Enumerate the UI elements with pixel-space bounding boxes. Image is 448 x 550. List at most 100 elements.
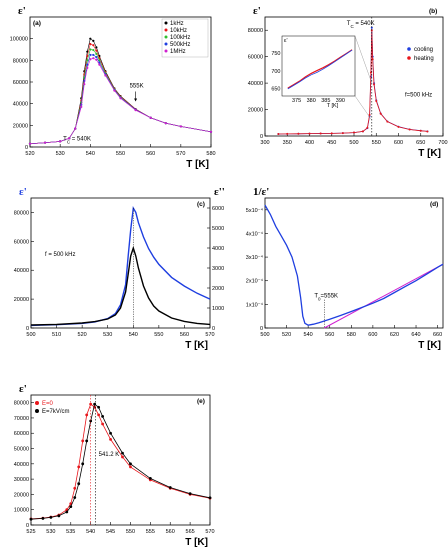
- data-point: [92, 39, 95, 42]
- y-axis-label: ε': [18, 5, 26, 17]
- data-point: [89, 37, 92, 40]
- legend-marker: [35, 409, 39, 413]
- legend-label: 10kHz: [170, 28, 187, 34]
- data-point: [86, 63, 89, 66]
- x-tick-label: 530: [103, 332, 112, 338]
- legend-label: 1kHz: [170, 21, 184, 27]
- data-point: [80, 105, 83, 109]
- data-point: [92, 44, 95, 47]
- y-right-tick-label: 4000: [212, 246, 224, 252]
- data-point: [164, 122, 167, 125]
- y-right-tick-label: 2000: [212, 286, 224, 292]
- inset-connector: [354, 35, 372, 84]
- data-point: [69, 505, 73, 509]
- x-tick-label: 550: [116, 151, 125, 157]
- data-point: [408, 128, 411, 131]
- x-tick-label: 545: [106, 529, 115, 535]
- data-point: [89, 58, 92, 61]
- y-tick-label: 20000: [14, 297, 29, 303]
- x-tick-label: 580: [347, 332, 356, 338]
- x-tick-label: 560: [166, 529, 175, 535]
- x-tick-label: 300: [260, 140, 269, 146]
- legend-label: 100kHz: [170, 35, 190, 41]
- data-point: [386, 120, 389, 123]
- x-axis-label: T [K]: [418, 340, 441, 351]
- data-point: [113, 89, 116, 92]
- data-point: [368, 113, 371, 116]
- y-tick-label: 80000: [13, 58, 28, 64]
- x-tick-label: 550: [154, 332, 163, 338]
- legend-marker: [407, 47, 411, 51]
- y-axis-label: ε': [19, 383, 27, 395]
- legend-label: 1MHz: [170, 49, 186, 55]
- data-point: [426, 130, 429, 133]
- data-point: [95, 49, 98, 52]
- series-line: [29, 54, 212, 145]
- legend-marker: [164, 28, 168, 32]
- x-tick-label: 350: [283, 140, 292, 146]
- x-tick-label: 520: [78, 332, 87, 338]
- y-axis-label: ε': [253, 5, 261, 17]
- x-tick-label: 500: [26, 332, 35, 338]
- panel-c: 500 510 520 530 540 550 560 5700200004000060000…: [14, 186, 225, 351]
- data-point: [77, 482, 81, 486]
- data-point: [86, 50, 89, 53]
- data-point: [98, 61, 101, 64]
- y-tick-label: 60000: [248, 55, 263, 61]
- data-point: [41, 517, 45, 520]
- inset-x-tick-label: 390: [336, 98, 345, 104]
- data-point: [397, 125, 400, 128]
- data-point: [370, 26, 373, 29]
- legend-label: 500kHz: [170, 42, 190, 48]
- data-point: [74, 127, 77, 130]
- data-point: [286, 132, 289, 135]
- data-point: [373, 83, 376, 86]
- annotation-frequency: f = 500 kHz: [45, 252, 76, 258]
- data-point: [101, 422, 104, 426]
- legend-label: E=7kV/cm: [42, 409, 70, 415]
- series-line: [30, 403, 211, 520]
- y-tick-label: 80000: [14, 210, 29, 216]
- plot-frame: [30, 197, 211, 329]
- data-point: [83, 83, 86, 86]
- y-tick-label: 20000: [13, 123, 28, 129]
- x-tick-label: 560: [146, 151, 155, 157]
- annotation-t0: T0=555K: [314, 293, 338, 301]
- data-point: [59, 140, 62, 143]
- x-tick-label: 570: [205, 529, 214, 535]
- annotation-555k: 555K: [130, 84, 144, 90]
- data-point: [73, 496, 77, 499]
- y-tick-label: 60000: [14, 239, 29, 245]
- data-point: [319, 132, 322, 135]
- y-tick-label: 0: [26, 523, 29, 529]
- data-point: [92, 57, 95, 60]
- series-line: [30, 403, 211, 520]
- y-tick-label: 20000: [248, 108, 263, 114]
- y-right-tick-label: 1000: [212, 306, 224, 312]
- inset-cooling-line: [287, 49, 353, 90]
- y-tick-label: 50000: [14, 447, 29, 453]
- x-tick-label: 520: [282, 332, 291, 338]
- data-point: [89, 42, 92, 46]
- inset-x-tick-label: 380: [307, 98, 316, 104]
- y-tick-label: 40000: [14, 268, 29, 274]
- series-inverse-eps: [264, 204, 444, 326]
- inset-y-tick-label: 650: [271, 86, 280, 92]
- y-tick-label: 80000: [248, 28, 263, 34]
- panel-a: 520 530 540 550 560 570 580 0 20000 40000 60000 800…: [10, 5, 216, 170]
- annotation-frequency: f=500 kHz: [405, 92, 432, 98]
- inset-x-tick-label: 385: [321, 98, 330, 104]
- data-point: [353, 131, 355, 134]
- x-tick-label: 530: [46, 529, 55, 535]
- y-right-tick-label: 0: [212, 326, 215, 332]
- annotation-tc: TC = 540K: [63, 137, 91, 145]
- data-point: [121, 451, 124, 455]
- y-tick-label: 4x10⁻⁴: [246, 230, 264, 237]
- x-tick-label: 540: [129, 332, 138, 338]
- data-point: [121, 455, 124, 459]
- data-point: [95, 46, 98, 49]
- data-point: [95, 52, 98, 55]
- x-axis-label: T [K]: [418, 148, 441, 159]
- series-line: [278, 30, 428, 135]
